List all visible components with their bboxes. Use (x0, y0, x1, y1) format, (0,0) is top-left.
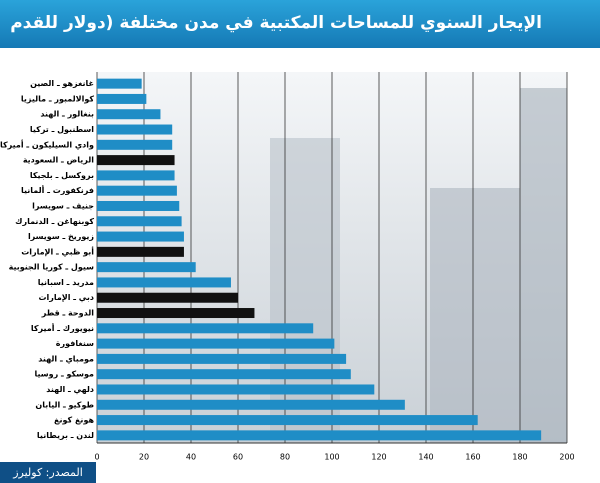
bar (97, 353, 347, 364)
y-tick-label: دلهي ـ الهند (46, 385, 94, 394)
chart-title: الإيجار السنوي للمساحات المكتبية في مدن … (0, 0, 600, 79)
x-tick-label: 20 (139, 453, 149, 462)
bar (97, 109, 161, 120)
bar (97, 384, 375, 395)
y-tick-label: موسكو ـ روسيا (34, 370, 94, 379)
x-tick-label: 40 (186, 453, 196, 462)
bar (97, 139, 173, 150)
y-tick-label: سنغافورة (56, 339, 94, 348)
source: المصدر: كوليرز (0, 462, 96, 483)
y-tick-label: جنيف ـ سويسرا (32, 201, 94, 210)
y-tick-label: كوالالمبور ـ ماليزيا (21, 94, 94, 103)
bar (97, 124, 173, 135)
bar (97, 338, 335, 349)
bar (97, 399, 405, 410)
y-tick-label: مومباي ـ الهند (38, 354, 94, 363)
bar (97, 277, 231, 288)
y-tick-label: نيويورك ـ أميركا (31, 323, 94, 333)
bar (97, 415, 478, 426)
y-tick-label: طوكيو ـ اليابان (35, 400, 94, 409)
y-tick-label: وادي السيليكون ـ أميركا (0, 139, 94, 149)
x-tick-label: 180 (512, 453, 527, 462)
y-tick-label: مدريد ـ اسبانيا (38, 278, 94, 287)
building (270, 138, 340, 443)
y-tick-label: أبو ظبي ـ الإمارات (21, 246, 94, 256)
bar (97, 231, 184, 242)
x-tick-label: 140 (418, 453, 433, 462)
bar (97, 93, 147, 104)
bar (97, 200, 180, 211)
bar (97, 216, 182, 227)
bar (97, 323, 314, 334)
y-tick-label: لندن ـ بريطانيا (37, 431, 94, 440)
y-tick-label: كوبنهاغن ـ الدنمارك (15, 217, 94, 226)
x-tick-label: 120 (371, 453, 386, 462)
bar (97, 369, 351, 380)
x-tick-label: 0 (94, 453, 99, 462)
bar (97, 262, 196, 273)
y-tick-label: سيول ـ كوريا الجنوبية (9, 263, 95, 272)
x-tick-label: 100 (324, 453, 339, 462)
x-tick-label: 60 (233, 453, 243, 462)
y-tick-label: هونغ كونغ (54, 416, 94, 425)
building (430, 188, 520, 443)
x-tick-label: 80 (280, 453, 290, 462)
y-tick-label: الدوحة ـ قطر (41, 309, 95, 318)
bar (97, 246, 184, 257)
bar (97, 430, 542, 441)
y-tick-label: دبي ـ الإمارات (38, 293, 94, 302)
y-tick-label: بنغالور ـ الهند (40, 110, 94, 119)
bar (97, 78, 142, 89)
y-tick-label: فرنكفورت ـ ألمانيا (21, 185, 94, 195)
bar (97, 308, 255, 319)
bar (97, 155, 175, 166)
y-tick-label: غانغزهو ـ الصين (30, 79, 94, 88)
building (520, 88, 567, 443)
chart: 0 20 40 60 80 100 120 140 160 180 200 غانغزهو ـ الص… (0, 72, 575, 462)
x-tick-label: 200 (559, 453, 574, 462)
y-tick-label: بروكسل ـ بلجيكا (30, 171, 94, 180)
y-tick-label: زيوريخ ـ سويسرا (28, 232, 94, 241)
bar (97, 170, 175, 181)
x-tick-label: 160 (465, 453, 480, 462)
y-tick-label: اسطنبول ـ تركيا (30, 125, 94, 134)
bar (97, 185, 177, 196)
y-tick-label: الرياض ـ السعودية (23, 156, 94, 166)
bar (97, 292, 238, 303)
